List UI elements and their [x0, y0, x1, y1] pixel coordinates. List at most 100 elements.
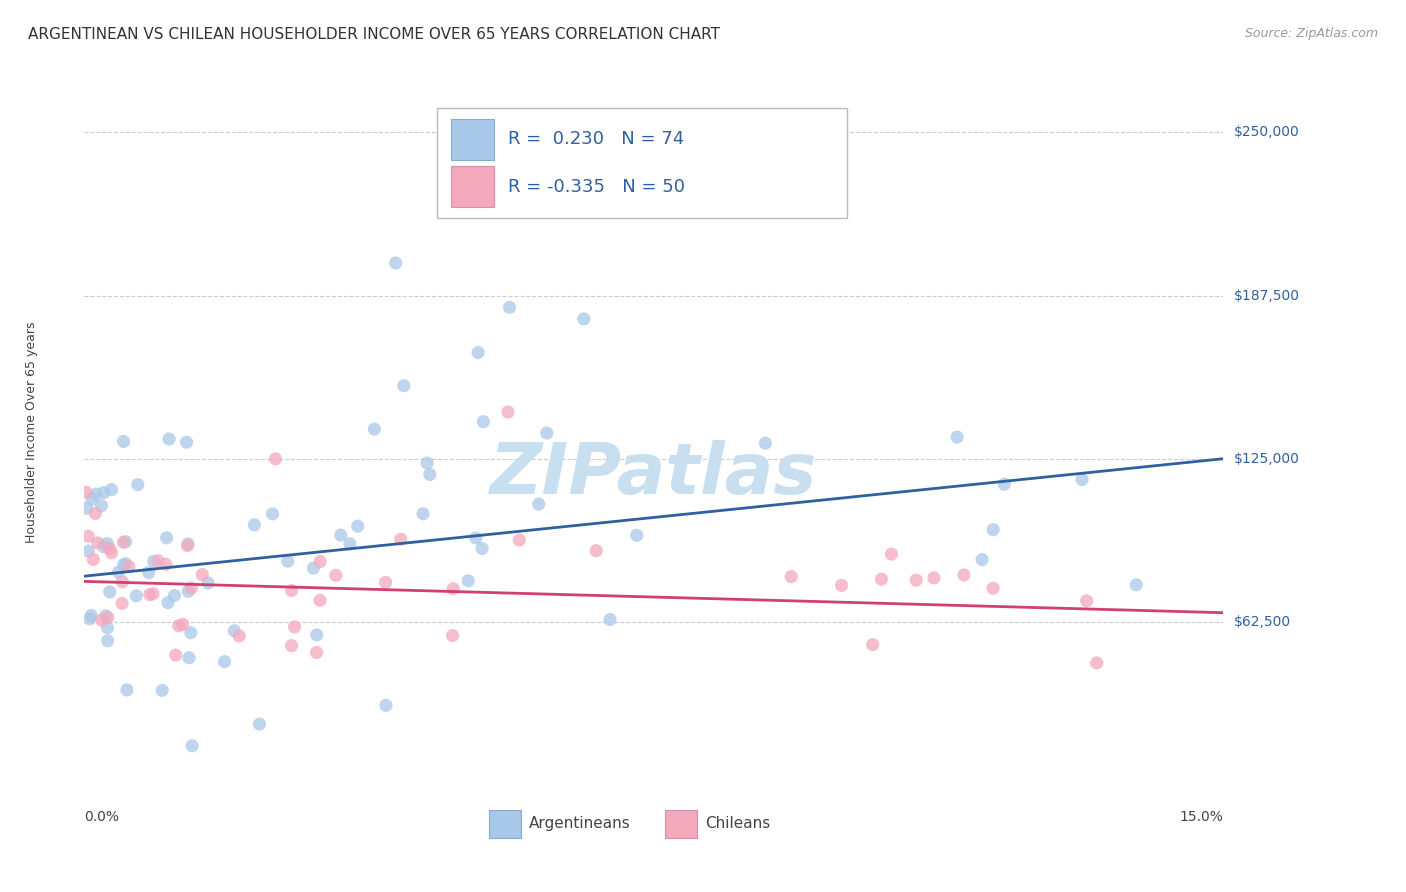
Point	[754, 436, 776, 450]
Point	[264, 451, 287, 466]
Point	[82, 552, 104, 566]
Point	[536, 425, 558, 440]
Text: ZIPatlas: ZIPatlas	[491, 441, 817, 509]
Point	[139, 588, 162, 602]
Point	[90, 499, 112, 513]
Point	[138, 566, 160, 580]
Point	[993, 477, 1015, 491]
Text: 15.0%: 15.0%	[1180, 810, 1223, 824]
Point	[90, 613, 112, 627]
Point	[125, 589, 148, 603]
Point	[197, 576, 219, 591]
Point	[87, 536, 110, 550]
Point	[277, 554, 299, 568]
Point	[142, 554, 165, 568]
Point	[309, 555, 332, 569]
Point	[283, 620, 305, 634]
Text: $62,500: $62,500	[1234, 615, 1292, 629]
Point	[167, 619, 190, 633]
Text: Chileans: Chileans	[704, 816, 770, 831]
Point	[392, 378, 415, 392]
Point	[626, 528, 648, 542]
Point	[905, 573, 928, 587]
Point	[1071, 473, 1094, 487]
Text: $250,000: $250,000	[1234, 126, 1301, 139]
Point	[981, 523, 1004, 537]
Point	[114, 557, 136, 571]
Point	[441, 629, 464, 643]
Point	[831, 578, 853, 592]
Point	[112, 535, 135, 549]
Point	[472, 415, 495, 429]
Point	[862, 638, 884, 652]
Point	[177, 650, 200, 665]
Point	[100, 483, 122, 497]
Point	[98, 541, 121, 556]
Point	[96, 621, 118, 635]
Text: ARGENTINEAN VS CHILEAN HOUSEHOLDER INCOME OVER 65 YEARS CORRELATION CHART: ARGENTINEAN VS CHILEAN HOUSEHOLDER INCOM…	[28, 27, 720, 42]
Point	[214, 655, 236, 669]
Point	[953, 568, 976, 582]
Point	[191, 567, 214, 582]
Point	[115, 683, 138, 698]
Point	[180, 625, 202, 640]
Point	[150, 683, 173, 698]
Point	[309, 593, 332, 607]
Point	[84, 487, 107, 501]
Point	[329, 528, 352, 542]
Point	[280, 583, 302, 598]
Point	[339, 537, 361, 551]
Point	[114, 534, 136, 549]
Point	[228, 629, 250, 643]
Point	[585, 543, 607, 558]
Point	[180, 581, 202, 595]
Point	[599, 613, 621, 627]
Point	[475, 183, 498, 197]
Point	[165, 648, 187, 662]
Point	[156, 596, 179, 610]
Point	[375, 698, 398, 713]
Point	[94, 608, 117, 623]
Point	[457, 574, 479, 588]
Point	[870, 572, 893, 586]
FancyBboxPatch shape	[437, 109, 848, 218]
Bar	[665, 810, 697, 838]
Point	[176, 435, 198, 450]
Point	[780, 569, 803, 583]
Point	[441, 582, 464, 596]
Point	[75, 485, 97, 500]
Point	[127, 477, 149, 491]
Text: Source: ZipAtlas.com: Source: ZipAtlas.com	[1244, 27, 1378, 40]
Point	[419, 467, 441, 482]
Point	[243, 517, 266, 532]
Point	[80, 491, 103, 506]
Point	[302, 561, 325, 575]
Point	[467, 345, 489, 359]
Point	[464, 531, 486, 545]
Point	[172, 617, 194, 632]
Text: R =  0.230   N = 74: R = 0.230 N = 74	[508, 130, 685, 148]
Point	[80, 608, 103, 623]
Point	[142, 587, 165, 601]
Point	[176, 539, 198, 553]
Point	[572, 312, 595, 326]
Point	[155, 558, 177, 572]
Point	[262, 507, 284, 521]
Bar	[451, 119, 495, 160]
Point	[412, 507, 434, 521]
Point	[325, 568, 347, 582]
Point	[111, 596, 134, 610]
Point	[97, 610, 120, 624]
Point	[1085, 656, 1108, 670]
Point	[146, 554, 169, 568]
Point	[77, 529, 100, 543]
Point	[181, 739, 204, 753]
Text: Argentineans: Argentineans	[529, 816, 630, 831]
Point	[155, 531, 177, 545]
Text: Householder Income Over 65 years: Householder Income Over 65 years	[25, 322, 38, 543]
Point	[77, 544, 100, 558]
Point	[118, 559, 141, 574]
Point	[112, 434, 135, 449]
Point	[93, 540, 115, 554]
Point	[107, 566, 129, 580]
